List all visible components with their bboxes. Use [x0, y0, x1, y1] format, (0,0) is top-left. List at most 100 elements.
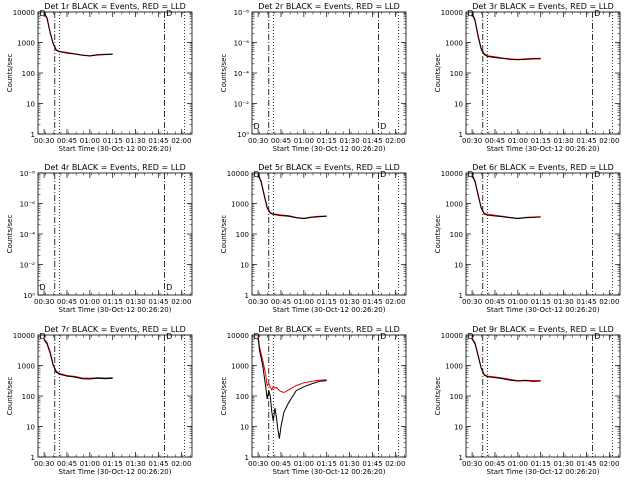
x-tick-label: 00:45 [485, 137, 505, 145]
x-axis-label: Start Time (30-Oct-12 00:26:20) [273, 306, 386, 314]
x-tick-label: 01:45 [362, 137, 382, 145]
x-tick-label: 01:45 [576, 137, 596, 145]
events-series-line [257, 174, 327, 220]
y-tick-label: 10 [454, 101, 463, 109]
x-tick-label: 00:45 [271, 460, 291, 468]
y-tick-label: 1 [245, 292, 249, 300]
x-tick-label: 01:45 [576, 298, 596, 306]
detector-panel: Det 8r BLACK = Events, RED = LLD 1 10 100 10… [220, 325, 407, 476]
flag-label: D [166, 9, 172, 18]
x-tick-label: 01:15 [317, 298, 337, 306]
x-axis-label: Start Time (30-Oct-12 00:26:20) [59, 468, 172, 476]
y-tick-label: 1 [31, 454, 35, 462]
y-tick-label: 100 [236, 393, 249, 401]
x-tick-label: 01:00 [80, 298, 100, 306]
y-axis-label: Counts/sec [6, 54, 14, 93]
flag-label: D [594, 170, 600, 179]
x-tick-label: 00:30 [462, 298, 482, 306]
x-axis-label: Start Time (30-Oct-12 00:26:20) [487, 468, 600, 476]
events-series-line [43, 339, 113, 380]
x-tick-label: 00:45 [271, 298, 291, 306]
y-axis-label: Counts/sec [6, 215, 14, 254]
y-axis-label: Counts/sec [6, 377, 14, 416]
y-tick-label: 10⁰ [23, 292, 35, 300]
y-tick-label: 100 [22, 70, 35, 78]
flag-label: D [380, 122, 386, 131]
x-tick-label: 02:00 [599, 298, 619, 306]
y-tick-label: 1000 [231, 201, 249, 209]
x-tick-label: 01:15 [531, 137, 551, 145]
x-tick-label: 01:30 [553, 460, 573, 468]
y-axis-label: Counts/sec [434, 377, 442, 416]
x-tick-label: 01:00 [508, 137, 528, 145]
x-tick-label: 01:45 [148, 298, 168, 306]
detector-panel: Det 7r BLACK = Events, RED = LLD 1 10 100 10… [6, 325, 193, 476]
y-tick-label: 10⁰ [237, 131, 249, 139]
flag-label: D [594, 9, 600, 18]
y-tick-label: 10000 [441, 170, 463, 178]
y-tick-label: 10000 [13, 9, 35, 17]
panel-title: Det 4r BLACK = Events, RED = LLD [44, 163, 186, 172]
y-tick-label: 100 [450, 231, 463, 239]
x-tick-label: 00:30 [34, 298, 54, 306]
x-tick-label: 01:00 [508, 460, 528, 468]
x-tick-label: 00:45 [57, 460, 77, 468]
x-tick-label: 00:30 [248, 137, 268, 145]
y-tick-label: 10⁻² [20, 262, 36, 270]
y-tick-label: 1000 [445, 363, 463, 371]
x-tick-label: 00:45 [485, 298, 505, 306]
y-axis-label: Counts/sec [434, 54, 442, 93]
flag-label: D [380, 170, 386, 179]
x-tick-label: 01:15 [103, 298, 123, 306]
x-tick-label: 01:30 [125, 298, 145, 306]
x-tick-label: 01:00 [294, 298, 314, 306]
y-tick-label: 10⁻² [234, 101, 250, 109]
x-tick-label: 00:30 [34, 460, 54, 468]
y-axis-label: Counts/sec [220, 54, 228, 93]
flag-label: D [468, 170, 474, 179]
events-series-line [471, 338, 541, 382]
flag-label: D [254, 332, 260, 341]
x-tick-label: 01:00 [294, 137, 314, 145]
plot-frame [465, 172, 621, 296]
plot-frame [37, 334, 193, 458]
y-tick-label: 10 [26, 101, 35, 109]
events-series-line [471, 13, 541, 61]
panel-title: Det 3r BLACK = Events, RED = LLD [472, 2, 614, 11]
y-tick-label: 100 [450, 393, 463, 401]
x-tick-label: 02:00 [385, 460, 405, 468]
y-tick-label: 10000 [13, 332, 35, 340]
detector-panel: Det 1r BLACK = Events, RED = LLD 1 10 100 10… [6, 2, 193, 153]
plot-frame [251, 172, 407, 296]
x-tick-label: 00:30 [462, 460, 482, 468]
x-tick-label: 01:30 [553, 298, 573, 306]
flag-label: D [166, 332, 172, 341]
plot-frame [37, 11, 193, 135]
y-axis-label: Counts/sec [220, 215, 228, 254]
y-tick-label: 10 [454, 262, 463, 270]
y-tick-label: 10⁻⁶ [20, 201, 36, 209]
flag-label: D [166, 283, 172, 292]
x-tick-label: 01:00 [80, 137, 100, 145]
x-tick-label: 02:00 [171, 137, 191, 145]
x-tick-label: 01:30 [125, 460, 145, 468]
y-tick-label: 10⁻⁴ [234, 70, 250, 78]
x-axis-label: Start Time (30-Oct-12 00:26:20) [487, 145, 600, 153]
events-series-line [257, 337, 327, 439]
y-tick-label: 1000 [17, 40, 35, 48]
events-series-line [471, 175, 541, 220]
y-axis-label: Counts/sec [220, 377, 228, 416]
panel-title: Det 8r BLACK = Events, RED = LLD [258, 325, 400, 334]
y-tick-label: 10 [240, 262, 249, 270]
plot-frame [251, 334, 407, 458]
panel-title: Det 1r BLACK = Events, RED = LLD [44, 2, 186, 11]
x-tick-label: 02:00 [171, 460, 191, 468]
panel-title: Det 7r BLACK = Events, RED = LLD [44, 325, 186, 334]
y-tick-label: 100 [236, 231, 249, 239]
x-axis-label: Start Time (30-Oct-12 00:26:20) [273, 468, 386, 476]
detector-panel: Det 2r BLACK = Events, RED = LLD 10⁰ 10⁻² 1… [220, 2, 407, 153]
events-series-line [43, 13, 113, 57]
y-tick-label: 10000 [441, 332, 463, 340]
y-tick-label: 1000 [231, 363, 249, 371]
detector-panel: Det 6r BLACK = Events, RED = LLD 1 10 100 10… [434, 163, 621, 314]
